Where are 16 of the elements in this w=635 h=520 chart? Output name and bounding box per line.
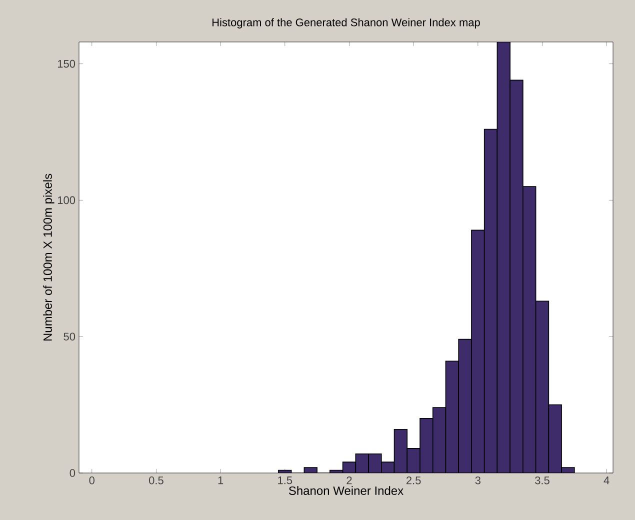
y-axis-title: Number of 100m X 100m pixels — [43, 174, 54, 341]
y-tick-label: 0 — [70, 469, 76, 477]
y-tick-label: 100 — [58, 196, 76, 204]
x-tick-label: 0 — [89, 476, 95, 484]
x-axis-title: Shanon Weiner Index — [288, 486, 404, 495]
x-tick-label: 1.5 — [278, 476, 292, 484]
x-tick-label: 3.5 — [535, 476, 550, 484]
x-tick-label: 2.5 — [406, 476, 421, 484]
y-tick-label: 50 — [64, 332, 76, 340]
x-tick-label: 1 — [218, 476, 224, 484]
y-tick-label: 150 — [58, 60, 76, 68]
chart-title: Histogram of the Generated Shanon Weiner Index map — [212, 18, 480, 28]
x-tick-label: 4 — [604, 476, 610, 484]
x-tick-label: 2 — [346, 476, 352, 484]
x-tick-label: 3 — [475, 476, 480, 484]
x-tick-label: 0.5 — [149, 476, 164, 484]
